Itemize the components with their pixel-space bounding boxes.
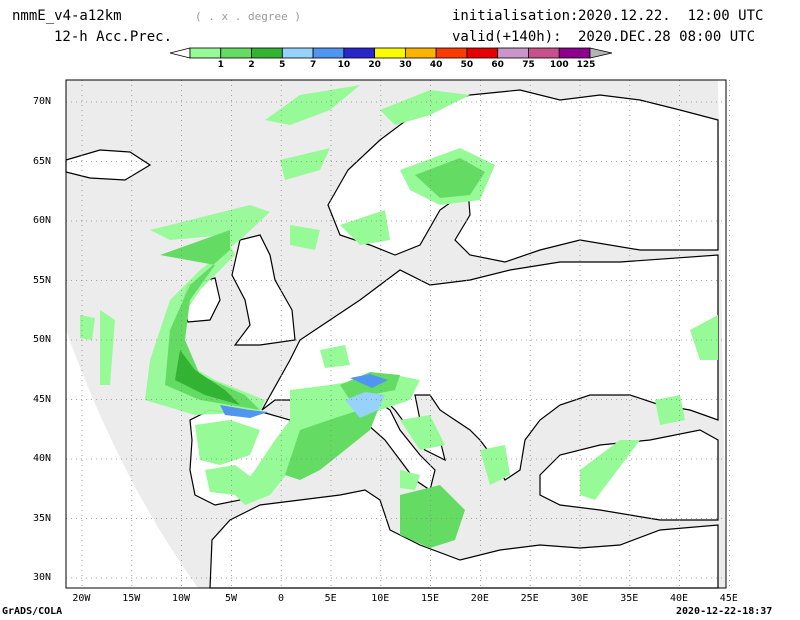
- colorbar-level-label: 60: [491, 60, 504, 70]
- colorbar-level-label: 100: [550, 60, 569, 70]
- model-name: nmmE_v4-a12km: [12, 8, 122, 24]
- lon-label: 5W: [225, 593, 238, 604]
- turkey: [539, 429, 719, 521]
- grid-note: ( . x . degree ): [195, 10, 301, 23]
- footer-timestamp: 2020-12-22-18:37: [676, 606, 773, 617]
- lon-label: 15W: [122, 593, 141, 604]
- valid-label: valid(+140h):: [452, 29, 562, 45]
- lon-label: 30E: [570, 593, 589, 604]
- lon-label: 0: [278, 593, 285, 604]
- init-value: 2020.12.22. 12:00 UTC: [578, 8, 764, 24]
- lon-label: 20E: [470, 593, 489, 604]
- colorbar-level-label: 2: [248, 60, 254, 70]
- map-frame: [65, 79, 727, 589]
- lon-label: 45E: [719, 593, 738, 604]
- lat-label: 55N: [33, 274, 52, 286]
- colorbar-level-label: 75: [522, 60, 535, 70]
- lat-label: 45N: [33, 393, 52, 405]
- colorbar-level-label: 125: [577, 60, 596, 70]
- colorbar-level-label: 30: [399, 60, 412, 70]
- italy: [354, 399, 436, 491]
- land: [65, 89, 719, 589]
- colorbar: 1 2 5 7 10 20 30 40 50 60 75 100 125: [169, 47, 613, 70]
- lon-label: 10E: [371, 593, 390, 604]
- precip-fields: [80, 85, 718, 548]
- north-africa: [209, 489, 719, 589]
- colorbar-level-label: 1: [218, 60, 224, 70]
- colorbar-level-label: 5: [279, 60, 285, 70]
- lat-label: 65N: [33, 155, 52, 167]
- init-label: initialisation:: [452, 8, 579, 24]
- colorbar-level-label: 7: [310, 60, 316, 70]
- lat-lon-grid: [66, 80, 730, 588]
- great-britain: [231, 234, 296, 346]
- lat-label: 60N: [33, 215, 52, 226]
- footer-credit: GrADS/COLA: [2, 606, 63, 617]
- lon-label: 40E: [670, 593, 689, 604]
- colorbar-level-label: 40: [430, 60, 443, 70]
- lon-label: 20W: [72, 593, 91, 604]
- lon-label: 15E: [421, 593, 440, 604]
- lon-label: 35E: [620, 593, 639, 604]
- lat-label: 70N: [33, 96, 52, 107]
- lat-label: 40N: [33, 453, 52, 464]
- lon-label: 5E: [324, 593, 337, 604]
- colorbar-high-triangle: [589, 47, 613, 59]
- scandinavia: [327, 89, 719, 263]
- iceland: [65, 149, 152, 181]
- colorbar-level-label: 50: [461, 60, 474, 70]
- lat-label: 50N: [33, 334, 52, 345]
- lat-label: 35N: [33, 512, 52, 524]
- lat-label: 30N: [33, 572, 52, 583]
- field-title: 12-h Acc.Prec.: [54, 29, 173, 45]
- valid-value: 2020.DEC.28 08:00 UTC: [578, 29, 756, 45]
- lon-label: 25E: [520, 593, 539, 604]
- lon-label: 10W: [172, 593, 191, 604]
- colorbar-level-label: 20: [368, 60, 381, 70]
- colorbar-level-label: 10: [338, 60, 351, 70]
